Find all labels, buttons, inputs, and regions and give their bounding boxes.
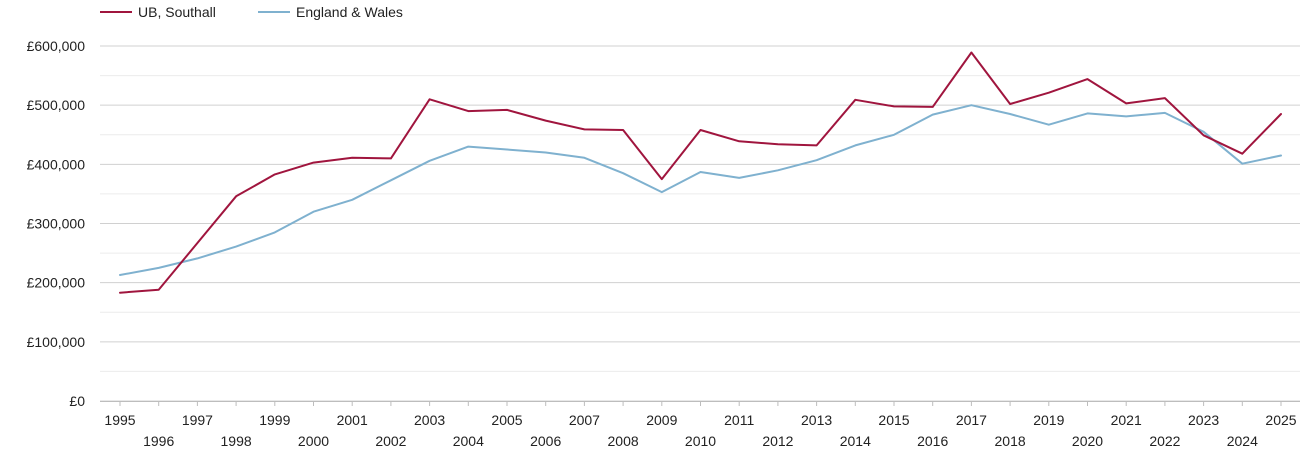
y-tick-label: £300,000 — [27, 216, 86, 232]
x-tick-label: 2003 — [414, 412, 445, 428]
x-tick-label: 1999 — [259, 412, 290, 428]
x-tick-label: 2021 — [1111, 412, 1142, 428]
x-tick-label: 2019 — [1033, 412, 1064, 428]
y-tick-label: £0 — [69, 393, 85, 409]
y-tick-label: £600,000 — [27, 38, 86, 54]
x-tick-label: 2016 — [917, 433, 948, 449]
x-tick-label: 2005 — [491, 412, 522, 428]
x-tick-label: 2022 — [1149, 433, 1180, 449]
legend: UB, Southall England & Wales — [100, 4, 403, 20]
x-tick-label: 2008 — [608, 433, 639, 449]
x-tick-label: 2017 — [956, 412, 987, 428]
x-tick-label: 2001 — [337, 412, 368, 428]
x-tick-label: 2004 — [453, 433, 484, 449]
legend-label: UB, Southall — [138, 4, 216, 20]
x-tick-label: 2002 — [375, 433, 406, 449]
x-tick-label: 2020 — [1072, 433, 1103, 449]
y-tick-label: £100,000 — [27, 334, 86, 350]
y-tick-label: £200,000 — [27, 275, 86, 291]
x-tick-label: 2023 — [1188, 412, 1219, 428]
x-tick-label: 1997 — [182, 412, 213, 428]
series-line-1 — [119, 104, 1282, 276]
x-axis: 1995 1996 1997 1998 1999 2000 2001 2002 2003 2004… — [100, 401, 1300, 449]
series-line-0 — [119, 51, 1282, 294]
x-tick-label: 1998 — [221, 433, 252, 449]
x-tick-label: 2015 — [878, 412, 909, 428]
x-tick-label: 2018 — [995, 433, 1026, 449]
x-tick-label: 2014 — [840, 433, 871, 449]
x-tick-label: 2007 — [569, 412, 600, 428]
x-tick-label: 2025 — [1265, 412, 1296, 428]
x-tick-label: 1995 — [104, 412, 135, 428]
x-tick-label: 1996 — [143, 433, 174, 449]
x-tick-label: 2010 — [685, 433, 716, 449]
x-tick-label: 2024 — [1227, 433, 1258, 449]
grid — [100, 45, 1300, 402]
y-tick-label: £400,000 — [27, 156, 86, 172]
y-tick-label: £500,000 — [27, 97, 86, 113]
x-tick-label: 2006 — [530, 433, 561, 449]
x-tick-label: 2000 — [298, 433, 329, 449]
x-tick-label: 2011 — [724, 412, 754, 428]
x-tick-label: 2009 — [646, 412, 677, 428]
x-tick-label: 2012 — [762, 433, 793, 449]
y-axis: £0 £100,000 £200,000 £300,000 £400,000 £500,0… — [27, 38, 86, 409]
series-group — [119, 51, 1282, 294]
x-tick-label: 2013 — [801, 412, 832, 428]
legend-label: England & Wales — [296, 4, 403, 20]
